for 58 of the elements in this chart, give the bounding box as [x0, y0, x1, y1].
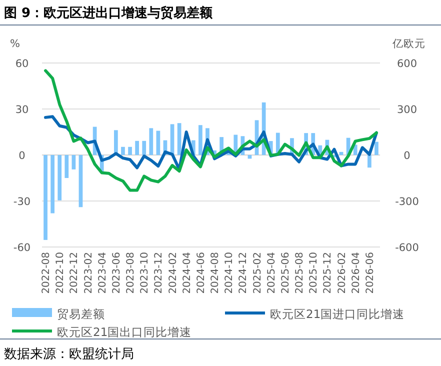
bar: [198, 125, 202, 155]
x-tick-label: 2024-12: [238, 252, 250, 294]
bar: [149, 128, 154, 155]
x-tick-label: 2025-06: [280, 252, 292, 294]
x-tick-label: 2023-02: [83, 252, 94, 294]
bar: [58, 155, 62, 200]
y-tick-label: 0: [18, 150, 26, 162]
y2-tick-label: 300: [396, 104, 418, 116]
x-tick-label: 2023-10: [140, 252, 151, 294]
x-tick-label: 2025-04: [266, 252, 278, 294]
legend-label: 欧元区21国出口同比增速: [57, 325, 192, 339]
x-tick-label: 2024-04: [182, 252, 193, 294]
y2-tick-label: 600: [396, 58, 418, 70]
bar: [50, 155, 54, 214]
x-tick-label: 2022-08: [41, 252, 52, 294]
legend-label: 贸易差额: [57, 307, 105, 321]
x-tick-label: 2022-12: [69, 252, 80, 294]
x-tick-label: 2025-12: [322, 252, 334, 294]
x-tick-label: 2025-02: [252, 252, 264, 294]
x-tick-label: 2025-10: [308, 252, 320, 294]
x-tick-label: 2024-08: [210, 252, 222, 294]
bar: [44, 155, 48, 240]
x-tick-label: 2025-08: [294, 252, 306, 294]
bar: [353, 144, 358, 155]
x-tick-label: 2023-08: [126, 252, 137, 294]
source-note: 数据来源：欧盟统计局: [4, 347, 134, 362]
x-tick-label: 2022-10: [55, 252, 66, 294]
x-tick-label: 2024-10: [224, 252, 236, 294]
bar: [78, 155, 83, 208]
bar: [64, 155, 69, 178]
y-tick-label: 60: [15, 58, 29, 70]
chart-title: 图 9：欧元区进出口增速与贸易差额: [4, 5, 214, 21]
x-tick-label: 2026-02: [336, 252, 348, 294]
x-tick-label: 2024-06: [196, 252, 207, 294]
y-axis-title: %: [10, 38, 20, 50]
x-tick-label: 2023-04: [97, 252, 108, 294]
x-tick-label: 2024-02: [168, 252, 179, 294]
x-tick-label: 2026-04: [350, 252, 362, 294]
bar: [374, 142, 378, 155]
bar: [142, 140, 146, 155]
y-tick-label: 30: [15, 104, 29, 116]
y2-tick-label: 0: [404, 150, 410, 162]
bar: [135, 140, 139, 155]
bar: [121, 146, 125, 155]
x-tick-label: 2026-06: [364, 252, 376, 294]
y-tick-label: -60: [13, 242, 31, 254]
legend-label: 欧元区21国进口同比增速: [270, 307, 405, 321]
bar: [177, 123, 182, 155]
x-tick-label: 2023-12: [154, 252, 165, 294]
bar: [128, 146, 132, 155]
x-tick-label: 2023-06: [111, 252, 122, 294]
bar: [72, 155, 76, 170]
y-tick-label: -30: [13, 196, 31, 208]
y2-tick-label: -600: [395, 242, 419, 254]
y2-tick-label: -300: [395, 196, 419, 208]
bar: [368, 155, 372, 168]
bar: [156, 130, 160, 155]
y2-axis-title: 亿欧元: [392, 38, 426, 50]
